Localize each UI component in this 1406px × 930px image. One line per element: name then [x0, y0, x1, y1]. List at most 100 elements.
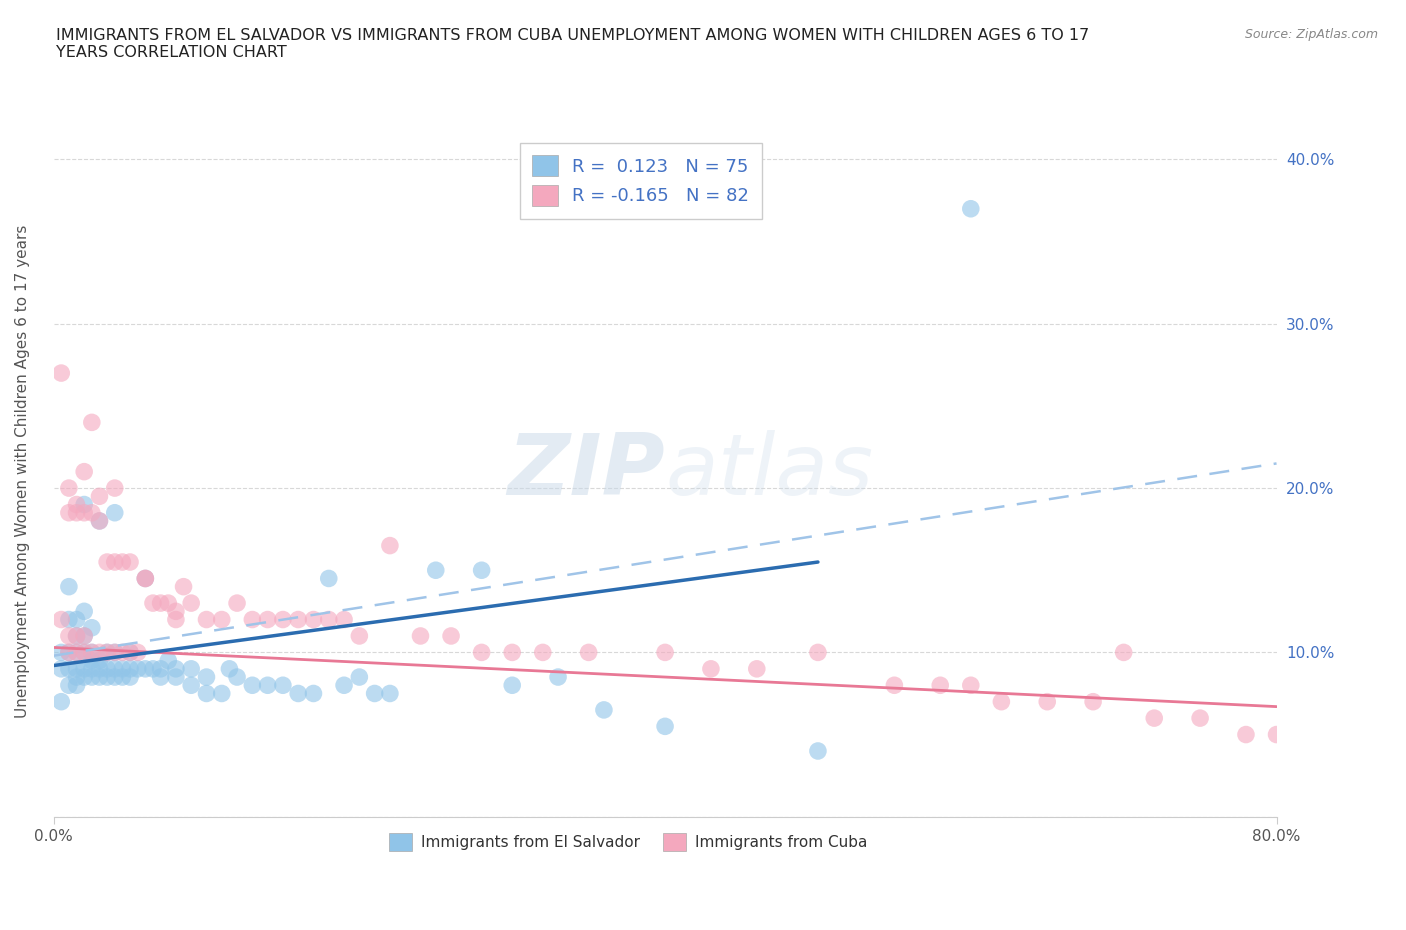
Point [65, 629, 87, 644]
Point [1143, 711, 1166, 725]
Point [1112, 645, 1135, 660]
Point [51, 365, 73, 380]
Point [73, 645, 96, 660]
Point [173, 579, 195, 594]
Point [654, 719, 676, 734]
Point [51, 695, 73, 710]
Text: IMMIGRANTS FROM EL SALVADOR VS IMMIGRANTS FROM CUBA UNEMPLOYMENT AMONG WOMEN WIT: IMMIGRANTS FROM EL SALVADOR VS IMMIGRANT… [56, 28, 1090, 60]
Text: Source: ZipAtlas.com: Source: ZipAtlas.com [1244, 28, 1378, 41]
Point [104, 554, 127, 569]
Point [1341, 727, 1364, 742]
Point [700, 661, 723, 676]
Point [104, 481, 127, 496]
Point [65, 612, 87, 627]
Point [111, 670, 134, 684]
Point [240, 612, 263, 627]
Point [127, 645, 149, 660]
Point [51, 661, 73, 676]
Point [111, 661, 134, 676]
Point [333, 678, 356, 693]
Point [1081, 695, 1104, 710]
Point [58, 629, 80, 644]
Point [318, 612, 340, 627]
Point [80, 645, 103, 660]
Point [256, 678, 278, 693]
Point [959, 678, 981, 693]
Point [226, 596, 249, 611]
Point [1234, 727, 1257, 742]
Point [165, 670, 187, 684]
Point [180, 596, 202, 611]
Point [104, 670, 127, 684]
Point [89, 513, 111, 528]
Point [1036, 695, 1059, 710]
Point [73, 505, 96, 520]
Point [65, 661, 87, 676]
Point [118, 661, 141, 676]
Point [65, 645, 87, 660]
Point [89, 670, 111, 684]
Point [73, 629, 96, 644]
Point [1388, 727, 1406, 742]
Point [349, 629, 371, 644]
Point [96, 645, 118, 660]
Point [349, 670, 371, 684]
Point [287, 686, 309, 701]
Point [302, 612, 325, 627]
Point [96, 554, 118, 569]
Point [745, 661, 768, 676]
Point [363, 686, 385, 701]
Text: ZIP: ZIP [508, 431, 665, 513]
Point [157, 653, 180, 668]
Point [195, 670, 218, 684]
Point [256, 612, 278, 627]
Point [73, 661, 96, 676]
Point [104, 645, 127, 660]
Point [271, 678, 294, 693]
Point [65, 678, 87, 693]
Point [96, 670, 118, 684]
Point [58, 678, 80, 693]
Point [118, 645, 141, 660]
Point [134, 661, 156, 676]
Point [65, 670, 87, 684]
Point [409, 629, 432, 644]
Point [89, 513, 111, 528]
Point [440, 629, 463, 644]
Point [271, 612, 294, 627]
Point [73, 604, 96, 618]
Point [58, 481, 80, 496]
Point [593, 702, 616, 717]
Point [378, 686, 401, 701]
Point [180, 661, 202, 676]
Point [929, 678, 952, 693]
Point [1265, 727, 1288, 742]
Point [96, 645, 118, 660]
Point [333, 612, 356, 627]
Point [134, 571, 156, 586]
Point [501, 678, 523, 693]
Point [65, 629, 87, 644]
Point [104, 661, 127, 676]
Point [80, 653, 103, 668]
Point [111, 645, 134, 660]
Point [425, 563, 447, 578]
Point [80, 620, 103, 635]
Legend: Immigrants from El Salvador, Immigrants from Cuba: Immigrants from El Salvador, Immigrants … [382, 827, 873, 857]
Point [73, 464, 96, 479]
Text: atlas: atlas [665, 431, 873, 513]
Point [195, 612, 218, 627]
Point [165, 612, 187, 627]
Point [807, 744, 830, 759]
Point [226, 670, 249, 684]
Point [134, 571, 156, 586]
Point [80, 505, 103, 520]
Point [654, 645, 676, 660]
Point [73, 629, 96, 644]
Point [73, 497, 96, 512]
Point [378, 538, 401, 553]
Point [578, 645, 600, 660]
Point [80, 645, 103, 660]
Point [180, 678, 202, 693]
Point [471, 563, 494, 578]
